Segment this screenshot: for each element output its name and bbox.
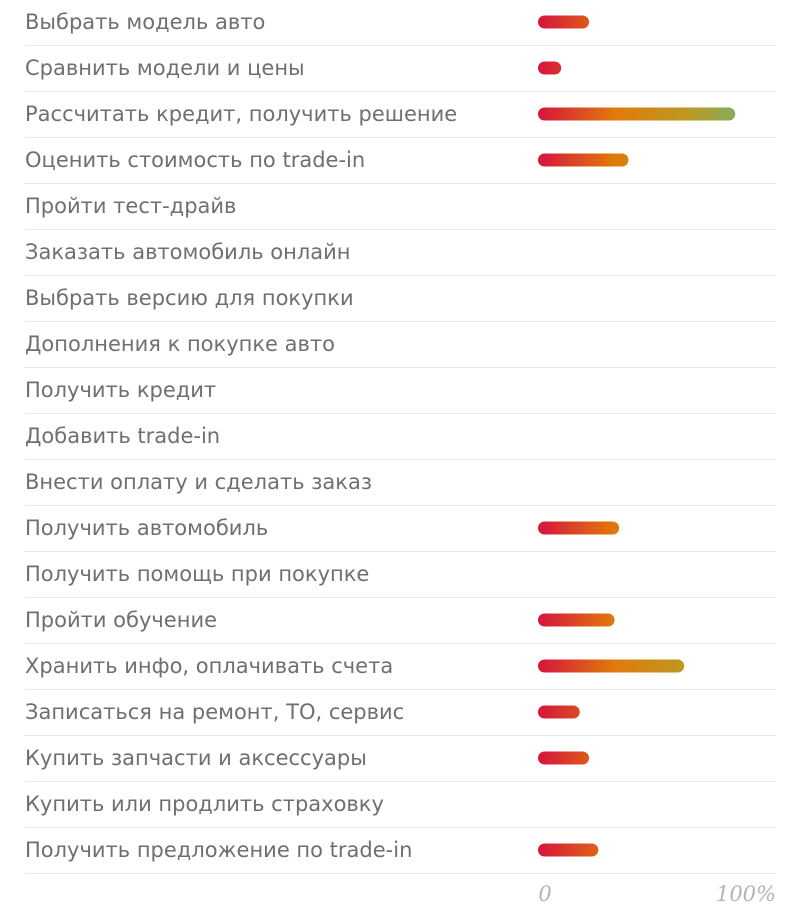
row-label: Дополнения к покупке авто bbox=[25, 332, 335, 356]
chart-row: Записаться на ремонт, ТО, сервис bbox=[25, 700, 776, 736]
chart-row: Пройти обучение bbox=[25, 608, 776, 644]
chart-row: Хранить инфо, оплачивать счета bbox=[25, 654, 776, 690]
chart-row: Рассчитать кредит, получить решение bbox=[25, 102, 776, 138]
bar bbox=[538, 843, 599, 857]
x-axis: 0 100% bbox=[538, 882, 776, 904]
row-label: Рассчитать кредит, получить решение bbox=[25, 102, 457, 126]
bar bbox=[538, 521, 620, 535]
row-label: Купить или продлить страховку bbox=[25, 792, 384, 816]
chart-row: Добавить trade-in bbox=[25, 424, 776, 460]
row-label: Заказать автомобиль онлайн bbox=[25, 240, 351, 264]
bar bbox=[538, 15, 590, 29]
row-label: Пройти тест-драйв bbox=[25, 194, 236, 218]
bar bbox=[538, 659, 685, 673]
bar bbox=[538, 613, 615, 627]
row-label: Купить запчасти и аксессуары bbox=[25, 746, 367, 770]
row-label: Получить помощь при покупке bbox=[25, 562, 369, 586]
bar bbox=[538, 153, 629, 167]
chart-row: Оценить стоимость по trade-in bbox=[25, 148, 776, 184]
row-label: Внести оплату и сделать заказ bbox=[25, 470, 372, 494]
row-label: Хранить инфо, оплачивать счета bbox=[25, 654, 393, 678]
chart-row: Внести оплату и сделать заказ bbox=[25, 470, 776, 506]
chart-rows: Выбрать модель авто Сравнить модели и цен… bbox=[25, 10, 776, 874]
chart-row: Получить кредит bbox=[25, 378, 776, 414]
row-label: Получить кредит bbox=[25, 378, 216, 402]
row-label: Добавить trade-in bbox=[25, 424, 220, 448]
chart-row: Дополнения к покупке авто bbox=[25, 332, 776, 368]
chart-row: Получить помощь при покупке bbox=[25, 562, 776, 598]
bar bbox=[538, 61, 562, 75]
row-label: Пройти обучение bbox=[25, 608, 217, 632]
chart-row: Выбрать модель авто bbox=[25, 10, 776, 46]
chart-row: Выбрать версию для покупки bbox=[25, 286, 776, 322]
bar bbox=[538, 705, 580, 719]
chart-row: Купить запчасти и аксессуары bbox=[25, 746, 776, 782]
x-tick-min: 0 bbox=[538, 882, 551, 904]
row-label: Записаться на ремонт, ТО, сервис bbox=[25, 700, 404, 724]
row-label: Выбрать версию для покупки bbox=[25, 286, 354, 310]
chart-row: Получить автомобиль bbox=[25, 516, 776, 552]
row-label: Получить автомобиль bbox=[25, 516, 268, 540]
chart-row: Сравнить модели и цены bbox=[25, 56, 776, 92]
row-label: Сравнить модели и цены bbox=[25, 56, 305, 80]
chart-row: Получить предложение по trade-in bbox=[25, 838, 776, 874]
row-label: Оценить стоимость по trade-in bbox=[25, 148, 365, 172]
row-label: Получить предложение по trade-in bbox=[25, 838, 412, 862]
row-label: Выбрать модель авто bbox=[25, 10, 265, 34]
bar bbox=[538, 751, 590, 765]
chart-row: Заказать автомобиль онлайн bbox=[25, 240, 776, 276]
x-tick-max: 100% bbox=[716, 882, 776, 904]
chart-row: Купить или продлить страховку bbox=[25, 792, 776, 828]
chart-row: Пройти тест-драйв bbox=[25, 194, 776, 230]
bar bbox=[538, 107, 736, 121]
